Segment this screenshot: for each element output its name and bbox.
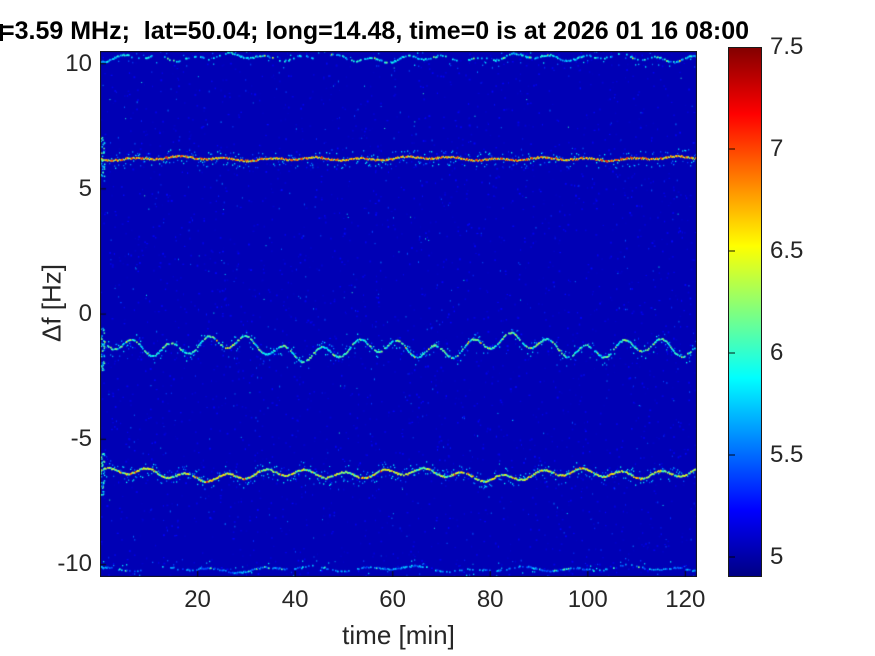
y-tick-label: -10 (57, 550, 92, 578)
colorbar-tick-mark (729, 249, 735, 252)
y-tick-label: 10 (65, 49, 92, 77)
plot-title: =3.59 MHz; lat=50.04; long=14.48, time=0… (0, 17, 750, 45)
x-tick-label: 60 (379, 586, 406, 613)
x-tick-label: 40 (281, 586, 309, 613)
colorbar-tick-label: 7 (770, 134, 784, 162)
y-tick-label: 0 (78, 300, 92, 327)
colorbar-tick-label: 5.5 (770, 440, 804, 468)
colorbar-tick-mark (729, 147, 735, 150)
colorbar-tick-label: 5 (770, 542, 784, 570)
spectrogram-plot (100, 51, 697, 577)
colorbar-tick-mark (729, 351, 735, 354)
y-tick-label: -5 (70, 425, 92, 453)
colorbar-tick-label: 7.5 (770, 33, 804, 60)
colorbar-tick-mark (729, 555, 735, 558)
x-tick-label: 100 (567, 586, 608, 613)
clipped-character-fragment (0, 24, 3, 41)
colorbar-tick-mark (729, 453, 735, 456)
y-tick-label: 5 (78, 174, 92, 202)
x-tick-label: 120 (665, 586, 706, 613)
colorbar-tick-label: 6.5 (770, 236, 804, 264)
colorbar (728, 47, 762, 577)
x-axis-label: time [min] (342, 620, 455, 650)
colorbar-tick-label: 6 (770, 338, 784, 366)
x-tick-label: 20 (184, 586, 211, 613)
x-tick-label: 80 (476, 586, 504, 613)
